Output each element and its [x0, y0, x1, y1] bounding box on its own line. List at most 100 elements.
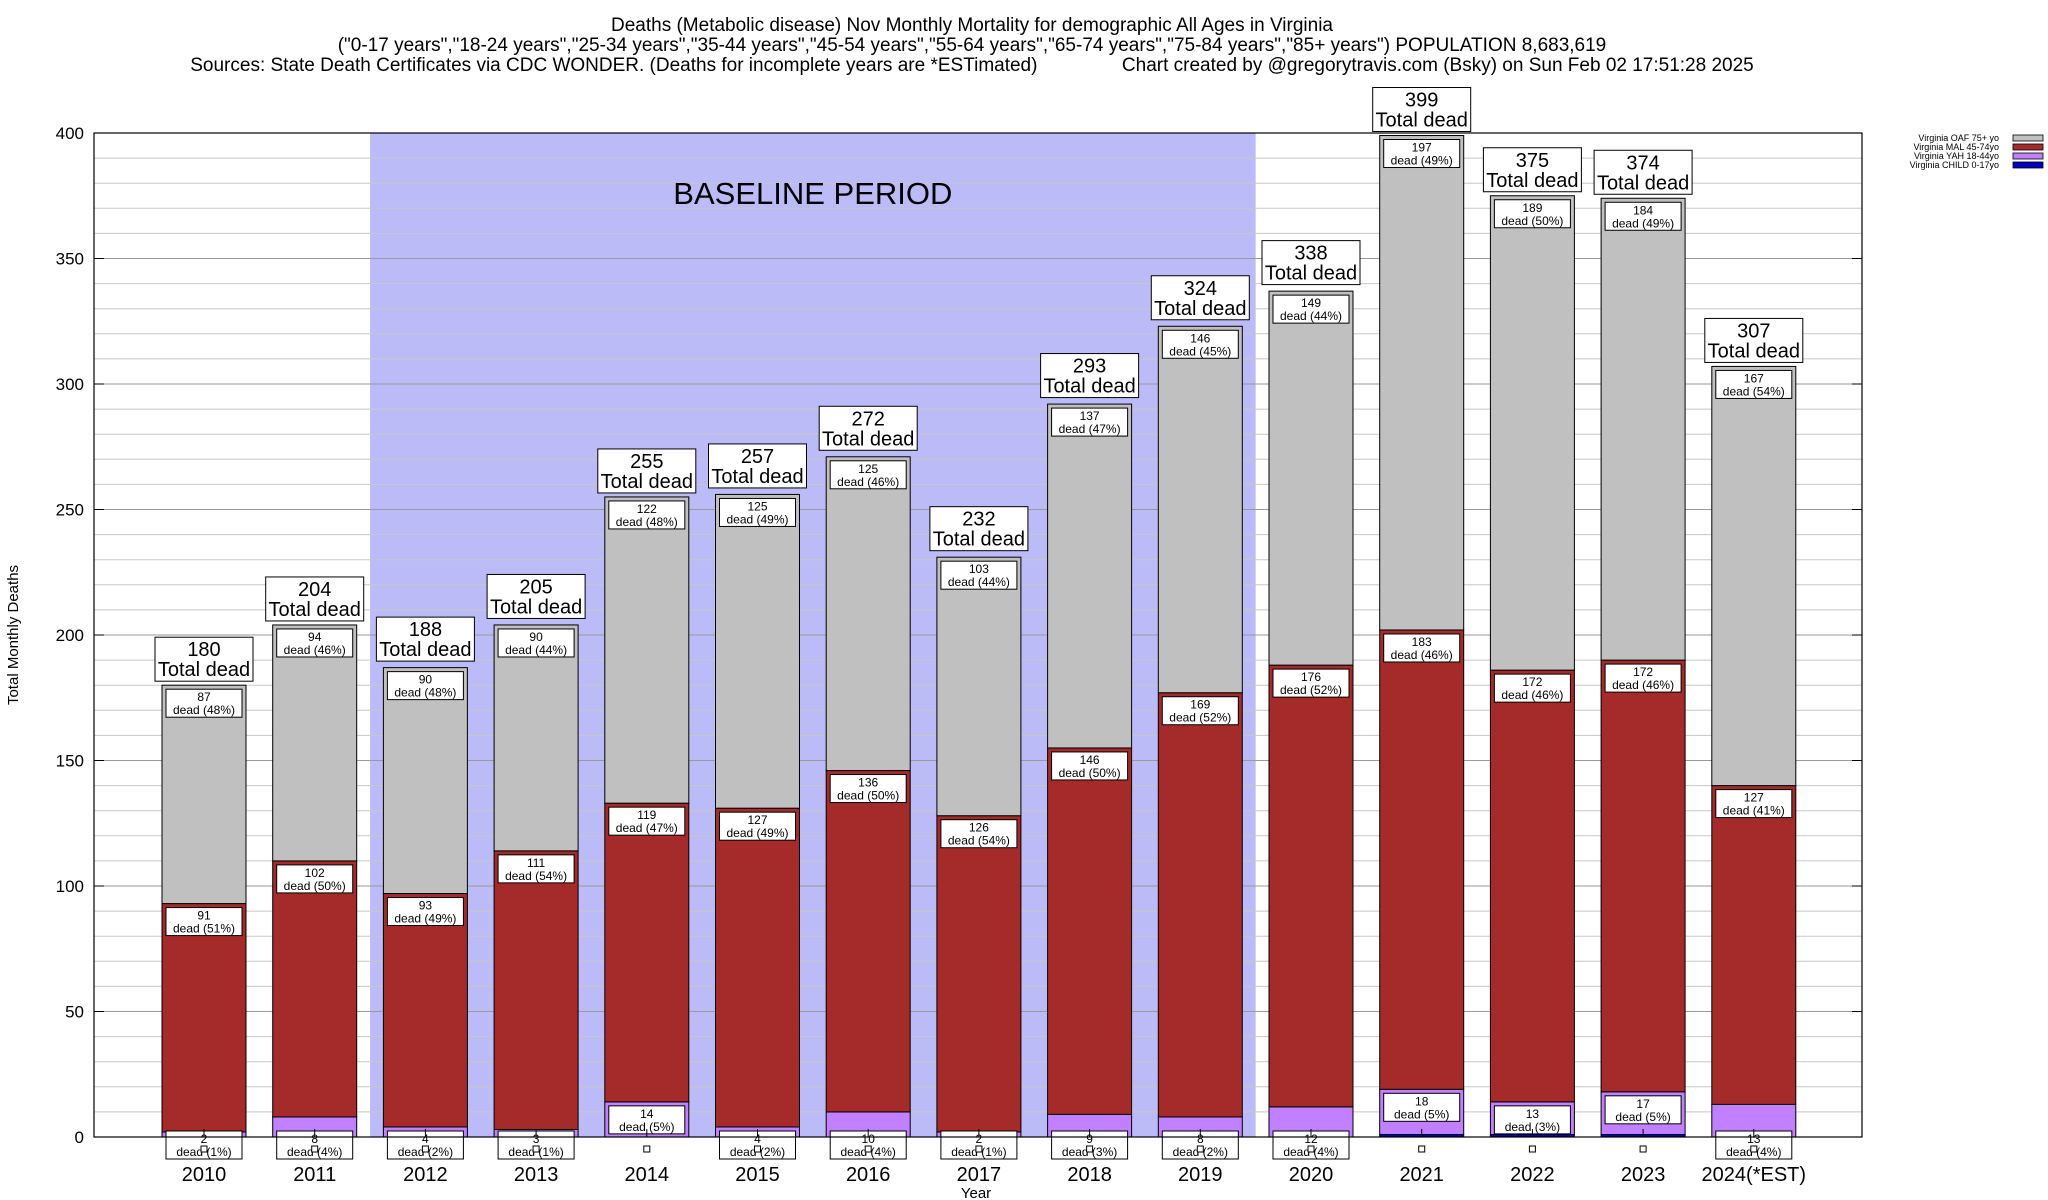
total-label-box	[1261, 240, 1361, 286]
bar-segment	[1379, 135, 1465, 631]
x-axis: 2010 2011 2012 2013 2014 2015 2016 2017 2018 2019…	[182, 1129, 1806, 1186]
x-tick-label: 2020	[1289, 1164, 1334, 1186]
segment-value: 94	[308, 630, 322, 644]
segment-label-box	[1493, 673, 1571, 703]
x-tick-label: 2012	[403, 1164, 448, 1186]
segment-value: 9	[1086, 1132, 1093, 1146]
total-label-box	[1482, 147, 1582, 193]
child-marker	[200, 1145, 208, 1153]
segment-label-box	[1493, 199, 1571, 229]
total-value: 324	[1184, 278, 1217, 300]
segment-pct: dead (49%)	[1391, 154, 1453, 168]
legend-label: Virginia OAF 75+ yo	[1918, 133, 1999, 143]
legend-swatch	[2012, 152, 2044, 160]
segment-value: 184	[1633, 203, 1653, 217]
bar-segment	[161, 684, 247, 905]
bar-segment	[1600, 197, 1686, 661]
segment-value: 4	[754, 1132, 761, 1146]
y-tick-label: 0	[75, 1128, 84, 1147]
segment-label-box	[719, 811, 796, 841]
segment-pct: dead (48%)	[616, 515, 678, 529]
total-value: 232	[962, 509, 995, 531]
total-label-box	[708, 443, 807, 489]
segment-pct: dead (45%)	[1169, 344, 1231, 358]
segment-value: 136	[858, 776, 878, 790]
segment-value: 103	[969, 562, 989, 576]
segment-pct: dead (52%)	[1169, 711, 1231, 725]
segment-label-box	[719, 497, 796, 527]
segment-value: 127	[1744, 791, 1764, 805]
x-tick-label: 2011	[293, 1164, 336, 1186]
child-marker	[1196, 1145, 1204, 1153]
total-value: 307	[1737, 320, 1770, 342]
bar-segment	[715, 493, 800, 809]
segment-value: 90	[419, 673, 433, 687]
y-axis-label: Total Monthly Deaths	[5, 565, 22, 705]
segment-label-box	[829, 774, 907, 804]
segment-value: 111	[527, 856, 546, 870]
segment-label-box	[1272, 294, 1350, 324]
segment-value: 126	[969, 821, 989, 835]
total-label: Total dead	[379, 639, 471, 661]
legend-label: Virginia CHILD 0-17yo	[1910, 160, 1999, 170]
segment-value: 4	[422, 1132, 429, 1146]
total-label: Total dead	[1486, 170, 1578, 192]
total-label: Total dead	[1708, 340, 1800, 362]
bar-segment	[493, 624, 579, 852]
y-tick-label: 250	[56, 501, 84, 520]
total-label: Total dead	[158, 659, 250, 681]
total-label-box	[375, 616, 475, 662]
bar-segment	[1268, 664, 1354, 1108]
x-tick-label: 2019	[1178, 1164, 1223, 1186]
y-tick-label: 200	[56, 626, 84, 645]
segment-value: 18	[1415, 1094, 1429, 1108]
bar-segment	[825, 456, 911, 772]
segment-label-box	[1383, 1092, 1461, 1122]
total-label: Total dead	[1154, 298, 1246, 320]
total-label: Total dead	[822, 428, 914, 450]
y-tick-label: 100	[56, 877, 84, 896]
segment-value: 2	[976, 1132, 983, 1146]
segment-pct: dead (46%)	[1391, 648, 1453, 662]
y-axis: 0 50 100 150 200 250 300 350 400	[56, 124, 1862, 1147]
total-value: 399	[1405, 90, 1438, 112]
total-value: 338	[1294, 243, 1327, 265]
segment-value: 169	[1190, 698, 1210, 712]
segment-value: 125	[747, 499, 767, 513]
bar-segment	[382, 667, 468, 895]
x-tick-label: 2015	[735, 1164, 780, 1186]
segment-pct: dead (49%)	[394, 912, 456, 926]
total-label-box	[486, 573, 586, 619]
child-marker	[975, 1145, 983, 1153]
segment-label-box	[1715, 789, 1793, 819]
total-label: Total dead	[1043, 376, 1135, 398]
total-value: 293	[1073, 356, 1106, 378]
segment-value: 87	[197, 690, 211, 704]
total-label: Total dead	[1265, 263, 1357, 285]
child-marker	[1418, 1145, 1426, 1153]
legend-swatch	[2012, 134, 2044, 142]
total-label-box	[1593, 149, 1693, 195]
child-marker	[421, 1145, 429, 1153]
bar-segment	[1157, 692, 1243, 1118]
segment-pct: dead (47%)	[1059, 422, 1121, 436]
segment-label-box	[497, 854, 575, 884]
segment-value: 17	[1636, 1097, 1650, 1111]
child-marker	[1528, 1145, 1536, 1153]
segment-value: 149	[1301, 296, 1321, 310]
segment-value: 2	[201, 1132, 208, 1146]
child-marker	[1086, 1145, 1094, 1153]
segment-value: 8	[1197, 1132, 1204, 1146]
bar-segment	[272, 624, 358, 862]
bar-segment	[936, 556, 1022, 817]
segment-pct: dead (46%)	[837, 475, 899, 489]
bar-segment	[1600, 659, 1686, 1093]
segment-pct: dead (49%)	[1612, 216, 1674, 230]
x-tick-label: 2021	[1399, 1164, 1444, 1186]
segment-pct: dead (5%)	[1394, 1107, 1449, 1121]
segment-value: 93	[419, 899, 433, 913]
